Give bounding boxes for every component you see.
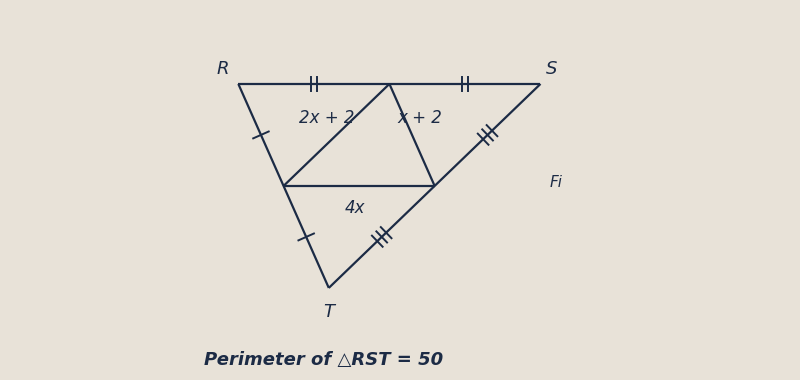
Text: T: T	[323, 303, 334, 321]
Text: x + 2: x + 2	[398, 109, 442, 127]
Text: 4x: 4x	[345, 200, 366, 217]
Text: S: S	[546, 60, 558, 78]
Text: 2x + 2: 2x + 2	[299, 109, 354, 127]
Text: Fi: Fi	[550, 175, 563, 190]
Text: R: R	[216, 60, 229, 78]
Text: Perimeter of △RST = 50: Perimeter of △RST = 50	[204, 351, 442, 369]
